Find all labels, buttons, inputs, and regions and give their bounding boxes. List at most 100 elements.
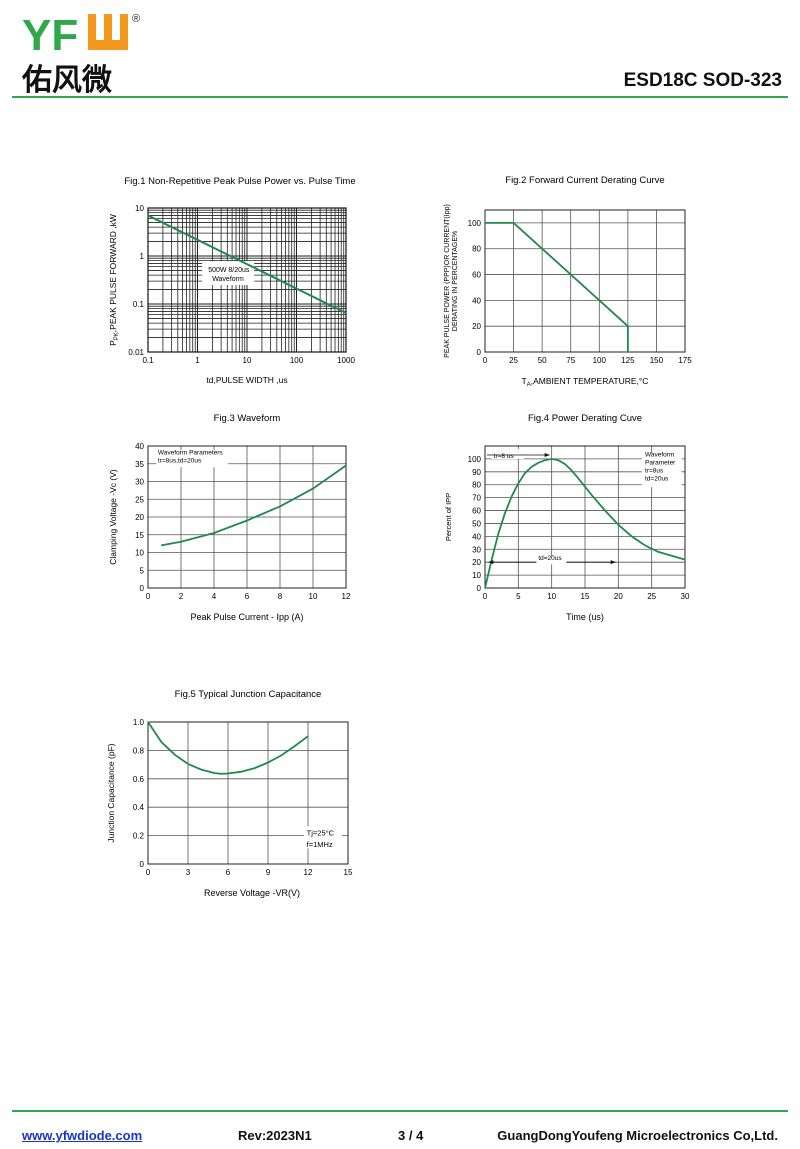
x-tick-label: 5 [516, 592, 521, 601]
x-axis-label-part: A [527, 382, 531, 388]
arrow-head [544, 453, 550, 458]
annotation-box [491, 449, 524, 460]
x-tick-label: 75 [566, 356, 575, 365]
y-tick-label: 1.0 [133, 718, 145, 727]
logo-registered: ® [132, 13, 140, 25]
x-axis-label: Peak Pulse Current - Ipp (A) [190, 612, 303, 622]
x-tick-label: 125 [621, 356, 635, 365]
y-axis-label: Percent of IPP [444, 493, 453, 541]
y-tick-label: 50 [472, 519, 481, 528]
chart-title: Fig.5 Typical Junction Capacitance [175, 689, 322, 700]
x-axis-label-part: T [522, 376, 527, 386]
x-tick-label: 3 [186, 868, 191, 877]
x-tick-label: 12 [342, 592, 351, 601]
legend-text: Waveform [645, 451, 674, 458]
x-axis-label: Time (us) [566, 612, 604, 622]
data-series-line [485, 222, 629, 352]
y-tick-label: 1 [140, 252, 145, 261]
x-axis-label: Reverse Voltage -VR(V) [204, 888, 300, 898]
fig1-power-vs-pulse-chart: Fig.1 Non-Repetitive Peak Pulse Power vs… [108, 176, 356, 385]
x-tick-label: 0.1 [142, 356, 154, 365]
plot-frame [147, 445, 347, 589]
plot-frame [147, 207, 347, 353]
x-tick-label: 50 [538, 356, 547, 365]
annotation-box [156, 450, 229, 468]
arrow-head [488, 560, 494, 565]
x-tick-label: 0 [146, 868, 151, 877]
y-tick-label: 5 [140, 566, 145, 575]
x-tick-label: 0 [483, 592, 488, 601]
logo-chinese: 佑风微 [22, 64, 112, 96]
y-tick-label: 20 [472, 322, 481, 331]
annotation-text: Waveform Parameters [158, 450, 224, 457]
annotation-text: 500W 8/20us [208, 267, 250, 274]
x-tick-label: 1 [195, 356, 200, 365]
legend-text: Parameter [645, 459, 676, 466]
y-tick-label: 30 [472, 545, 481, 554]
y-tick-label: 60 [472, 271, 481, 280]
x-tick-label: 0 [483, 356, 488, 365]
chart-title: Fig.4 Power Derating Cuve [528, 413, 642, 424]
y-tick-label: 20 [135, 513, 144, 522]
fig2-derating-chart: Fig.2 Forward Current Derating Curve 0 25 5… [444, 175, 692, 388]
x-tick-label: 10 [309, 592, 318, 601]
y-tick-label: 0 [140, 584, 145, 593]
y-tick-label: 0.8 [133, 746, 145, 755]
plot-frame [484, 445, 686, 589]
x-axis-label: TA,AMBIENT TEMPERATURE,°C [522, 376, 649, 388]
y-tick-label: 70 [472, 494, 481, 503]
y-axis-label-sub: PK [114, 332, 120, 340]
x-axis-label-part: ,AMBIENT TEMPERATURE,°C [531, 376, 649, 386]
y-tick-label: 10 [135, 549, 144, 558]
x-tick-label: 15 [581, 592, 590, 601]
y-axis-label: Clamping Voltage -Vc (V) [108, 469, 118, 565]
annotation-text: f=1MHz [307, 840, 333, 849]
y-tick-label: 40 [472, 296, 481, 305]
x-tick-label: 150 [650, 356, 664, 365]
y-tick-label: 100 [468, 455, 482, 464]
y-tick-label: 0 [477, 584, 482, 593]
plot-frame [484, 209, 686, 353]
x-tick-label: 2 [179, 592, 184, 601]
x-axis-label: td,PULSE WIDTH ,us [206, 375, 287, 385]
y-tick-label: 60 [472, 507, 481, 516]
x-tick-label: 10 [547, 592, 556, 601]
x-tick-label: 100 [290, 356, 304, 365]
x-tick-label: 12 [304, 868, 313, 877]
x-tick-label: 6 [245, 592, 250, 601]
y-tick-label: 100 [468, 219, 482, 228]
legend-text: tr=8us [645, 467, 664, 474]
x-tick-label: 0 [146, 592, 151, 601]
x-tick-label: 175 [678, 356, 692, 365]
y-tick-label: 25 [135, 495, 144, 504]
logo-text-yf: YF [22, 11, 78, 60]
tr-annotation: tr=8 us [494, 453, 515, 460]
x-tick-label: 30 [681, 592, 690, 601]
y-tick-label: 0 [140, 860, 145, 869]
y-tick-label: 80 [472, 481, 481, 490]
annotation-box [536, 556, 567, 565]
x-tick-label: 4 [212, 592, 217, 601]
x-tick-label: 25 [647, 592, 656, 601]
y-axis-label: PPK,PEAK PULSE FORWARD ,kW [108, 214, 120, 346]
y-tick-label: 40 [135, 442, 144, 451]
arrow-head [610, 560, 616, 565]
y-tick-label: 90 [472, 468, 481, 477]
y-axis-label: DERATING IN PERCENTAGE% [452, 231, 459, 331]
footer-website-link[interactable]: www.yfwdiode.com [22, 1128, 143, 1143]
footer-revision: Rev:2023N1 [238, 1128, 312, 1143]
chart-title: Fig.3 Waveform [214, 413, 281, 424]
x-tick-label: 20 [614, 592, 623, 601]
annotation-box [641, 453, 682, 488]
x-tick-label: 25 [509, 356, 518, 365]
annotation-text: tr=8us,td=20us [158, 457, 202, 464]
annotation-text: Waveform [212, 276, 244, 283]
data-series-line [147, 721, 309, 775]
y-tick-label: 0.6 [133, 775, 145, 784]
y-axis-label: PEAK PULSE POWER (PPP)OR CURRENT(Ipp) [444, 204, 451, 358]
td-annotation: td=20us [538, 555, 562, 562]
y-tick-label: 10 [135, 204, 144, 213]
fig3-waveform-chart: Fig.3 Waveform 0 2 4 6 8 10 12 0 5 10 15 20 25 30 35 40 W… [108, 413, 351, 622]
header-divider [12, 96, 788, 98]
x-tick-label: 6 [226, 868, 231, 877]
